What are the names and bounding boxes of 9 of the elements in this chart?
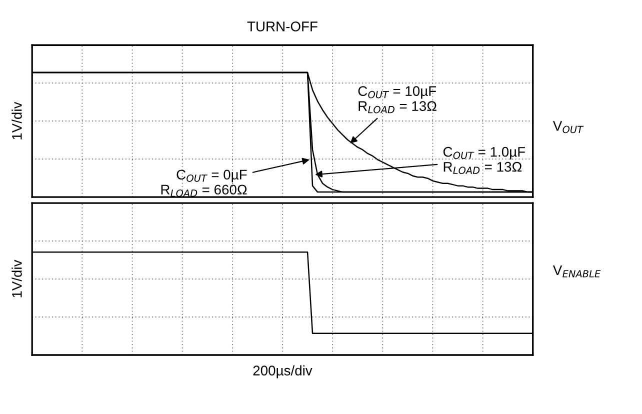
text: C$_{OUT}$ = 0µF R$_{LOAD}$ = 660Ω: [161, 170, 247, 197]
text: V$_{OUT}$: [552, 121, 584, 134]
y-axis-title: 1V/div: [12, 260, 22, 298]
chart-title: TURN-OFF: [247, 22, 318, 32]
x-axis-title: 200µs/div: [253, 365, 312, 378]
text: C$_{OUT}$ = 10µF R$_{LOAD}$ = 13Ω: [358, 86, 436, 114]
text: C$_{OUT}$ = 1.0µF R$_{LOAD}$ = 13Ω: [443, 146, 526, 174]
y-axis-title: 1V/div: [12, 102, 22, 140]
text: V$_{ENABLE}$: [552, 265, 601, 278]
